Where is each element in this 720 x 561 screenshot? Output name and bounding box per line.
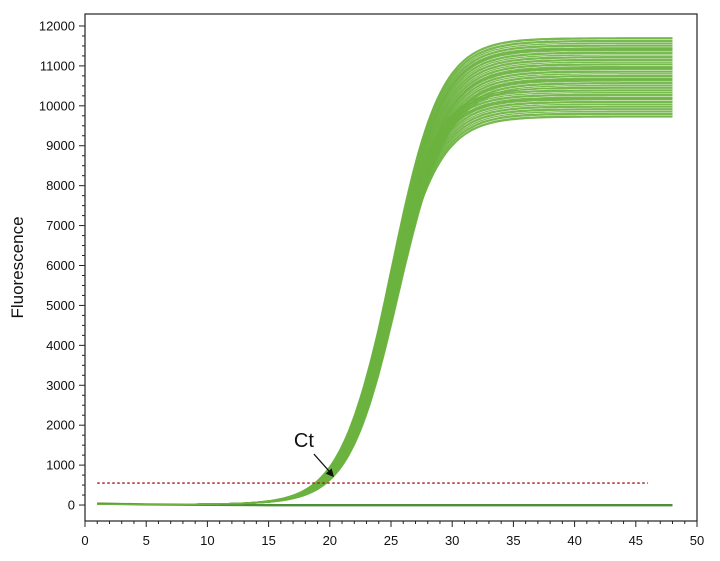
amplification-curve (97, 78, 673, 505)
amplification-curve (97, 54, 673, 505)
amplification-curve (97, 52, 673, 505)
x-tick-label: 15 (261, 533, 275, 548)
y-axis-title: Fluorescence (8, 216, 27, 318)
x-tick-label: 25 (384, 533, 398, 548)
amplification-curve (97, 42, 673, 505)
ct-annotation: Ct (294, 430, 334, 478)
y-tick-label: 11000 (40, 58, 75, 73)
amplification-curve (97, 80, 673, 505)
amplification-curve (97, 65, 673, 505)
amplification-curve (97, 82, 673, 505)
amplification-curve (97, 61, 673, 505)
amplification-curve (97, 75, 673, 505)
amplification-curve (97, 74, 673, 505)
amplification-curve (97, 77, 673, 505)
amplification-curve (97, 68, 673, 505)
y-tick-label: 9000 (46, 138, 75, 153)
amplification-curve (97, 70, 673, 505)
x-tick-label: 40 (567, 533, 581, 548)
amplification-curve (97, 59, 673, 505)
amplification-curve (97, 51, 673, 505)
amplification-curve (97, 63, 673, 505)
ct-arrow-head (325, 468, 334, 478)
y-tick-label: 7000 (46, 218, 75, 233)
amplification-curve (97, 49, 673, 505)
amplification-curve (97, 71, 673, 505)
amplification-curves (97, 37, 673, 505)
x-tick-label: 50 (690, 533, 704, 548)
y-tick-label: 2000 (46, 418, 75, 433)
x-tick-label: 35 (506, 533, 520, 548)
y-tick-label: 4000 (46, 338, 75, 353)
y-tick-label: 10000 (39, 98, 75, 113)
y-tick-label: 3000 (46, 378, 75, 393)
amplification-curve (97, 67, 673, 505)
y-tick-label: 0 (68, 498, 75, 513)
y-axis: 0 1000 2000 3000 4000 5000 6000 7000 8000 9000 100… (39, 18, 85, 513)
amplification-curve (97, 79, 673, 505)
amplification-curve (97, 84, 673, 505)
x-tick-label: 20 (323, 533, 337, 548)
amplification-curve (97, 83, 673, 505)
amplification-curve (97, 64, 673, 505)
ct-arrow (313, 453, 331, 473)
x-tick-label: 0 (81, 533, 88, 548)
amplification-curve (97, 57, 673, 505)
x-axis: 0 5 10 15 20 25 30 35 40 45 50 (81, 521, 704, 548)
x-tick-label: 10 (200, 533, 214, 548)
y-tick-label: 1000 (46, 458, 75, 473)
x-tick-label: 30 (445, 533, 459, 548)
y-tick-label: 6000 (46, 258, 75, 273)
amplification-curve (97, 73, 673, 505)
y-tick-label: 12000 (39, 18, 75, 33)
amplification-curve (97, 86, 673, 505)
amplification-curve (97, 56, 673, 505)
y-tick-label: 5000 (46, 298, 75, 313)
amplification-curve (97, 58, 673, 505)
x-tick-label: 5 (143, 533, 150, 548)
y-tick-label: 8000 (46, 178, 75, 193)
amplification-curve (97, 67, 673, 505)
ct-label: Ct (294, 430, 314, 452)
x-tick-label: 45 (629, 533, 643, 548)
